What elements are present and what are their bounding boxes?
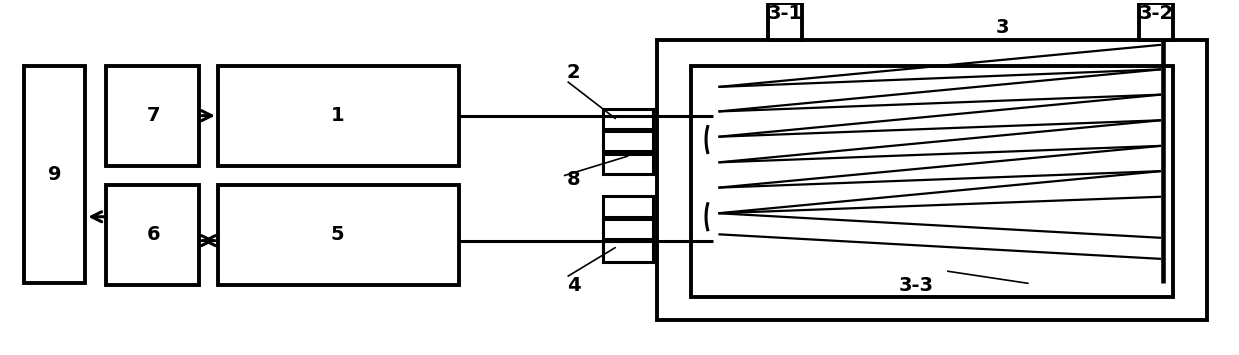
- Text: 2: 2: [567, 64, 581, 82]
- Bar: [691, 66, 1173, 297]
- Bar: [603, 131, 653, 152]
- Bar: [657, 39, 1207, 320]
- Bar: [218, 66, 458, 166]
- Bar: [1139, 3, 1173, 39]
- Bar: [768, 3, 803, 39]
- Text: 8: 8: [567, 170, 581, 189]
- Bar: [107, 185, 199, 285]
- Bar: [24, 66, 85, 283]
- Text: 1: 1: [331, 106, 344, 125]
- Text: 6: 6: [146, 225, 160, 245]
- Text: 4: 4: [567, 276, 581, 295]
- Bar: [218, 185, 458, 285]
- Bar: [603, 241, 653, 262]
- Bar: [107, 66, 199, 166]
- Bar: [603, 109, 653, 129]
- Text: 3-2: 3-2: [1139, 4, 1173, 23]
- Bar: [603, 219, 653, 239]
- Text: 3: 3: [996, 18, 1010, 37]
- Text: 9: 9: [48, 165, 61, 184]
- Text: 7: 7: [146, 106, 160, 125]
- Text: 5: 5: [331, 225, 344, 245]
- Bar: [603, 196, 653, 217]
- Bar: [603, 154, 653, 174]
- Text: 3-1: 3-1: [768, 4, 803, 23]
- Text: 3-3: 3-3: [898, 276, 934, 295]
